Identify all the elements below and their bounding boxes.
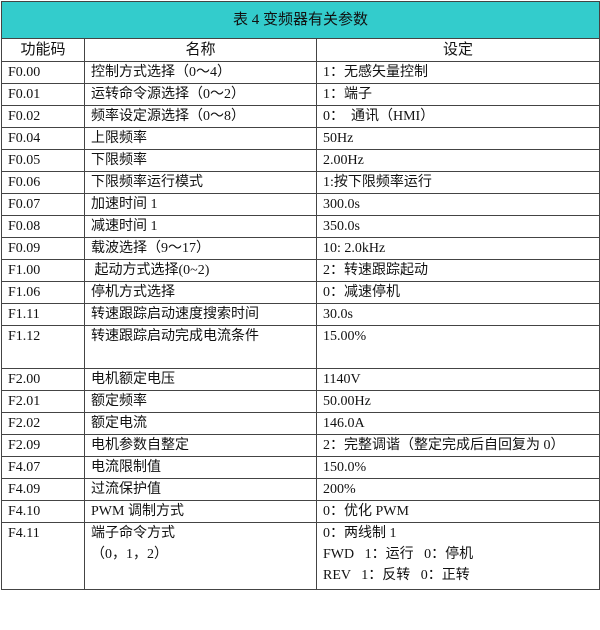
table-row: F4.10 PWM 调制方式 0：优化 PWM (1, 500, 600, 523)
table-row: F4.09 过流保护值 200% (1, 478, 600, 501)
table-title: 表 4 变频器有关参数 (0, 1, 600, 39)
cell-setting: 1:按下限频率运行 (315, 171, 600, 194)
table-row: F0.00 控制方式选择（0～4） 1：无感矢量控制 (1, 61, 600, 84)
setting-line: FWD 1：运行 0：停机 (323, 547, 474, 562)
cell-name: 端子命令方式 （0，1，2） (84, 522, 317, 590)
cell-name: PWM 调制方式 (84, 500, 317, 523)
table-row: F0.01 运转命令源选择（0～2） 1：端子 (1, 83, 600, 106)
cell-code: F0.06 (1, 171, 85, 194)
cell-code: F1.12 (1, 325, 85, 369)
table-row: F0.02 频率设定源选择（0～8） 0： 通讯（HMI） (1, 105, 600, 128)
cell-name: 转速跟踪启动完成电流条件 (84, 325, 317, 369)
cell-setting: 200% (315, 478, 600, 501)
cell-code: F2.02 (1, 412, 85, 435)
table-row: F1.00 起动方式选择(0~2) 2：转速跟踪起动 (1, 259, 600, 282)
cell-name: 起动方式选择(0~2) (84, 259, 317, 282)
cell-setting: 0： 通讯（HMI） (315, 105, 600, 128)
cell-setting: 0：优化 PWM (315, 500, 600, 523)
cell-name: 频率设定源选择（0～8） (84, 105, 317, 128)
cell-name: 运转命令源选择（0～2） (84, 83, 317, 106)
name-line: 端子命令方式 (91, 526, 175, 541)
cell-setting: 0：减速停机 (315, 281, 600, 304)
cell-setting: 146.0A (315, 412, 600, 435)
cell-code: F4.11 (1, 522, 85, 590)
cell-name: 加速时间 1 (84, 193, 317, 216)
cell-setting: 15.00% (315, 325, 600, 369)
cell-name: 额定频率 (84, 390, 317, 413)
cell-code: F4.10 (1, 500, 85, 523)
cell-code: F4.07 (1, 456, 85, 479)
table-row: F0.05 下限频率 2.00Hz (1, 149, 600, 172)
table-row: F0.07 加速时间 1 300.0s (1, 193, 600, 216)
table-row: F4.07 电流限制值 150.0% (1, 456, 600, 479)
cell-setting: 300.0s (315, 193, 600, 216)
cell-setting: 50.00Hz (315, 390, 600, 413)
cell-code: F2.01 (1, 390, 85, 413)
cell-setting: 1：端子 (315, 83, 600, 106)
cell-name: 电流限制值 (84, 456, 317, 479)
cell-name: 下限频率 (84, 149, 317, 172)
header-setting: 设定 (315, 38, 600, 62)
table-row: F0.06 下限频率运行模式 1:按下限频率运行 (1, 171, 600, 194)
cell-name: 载波选择（9～17） (84, 237, 317, 260)
cell-setting: 1：无感矢量控制 (315, 61, 600, 84)
cell-name: 减速时间 1 (84, 215, 317, 238)
cell-setting: 50Hz (315, 127, 600, 150)
cell-name: 下限频率运行模式 (84, 171, 317, 194)
header-row: 功能码 名称 设定 (1, 38, 600, 62)
table-row: F4.11 端子命令方式 （0，1，2） 0：两线制 1 FWD 1：运行 0：… (1, 522, 600, 590)
table-row: F0.09 载波选择（9～17） 10: 2.0kHz (1, 237, 600, 260)
cell-code: F0.09 (1, 237, 85, 260)
cell-setting: 2.00Hz (315, 149, 600, 172)
cell-code: F4.09 (1, 478, 85, 501)
name-line: （0，1，2） (91, 547, 168, 562)
table-row: F2.09 电机参数自整定 2：完整调谐（整定完成后自回复为 0） (1, 434, 600, 457)
cell-name: 额定电流 (84, 412, 317, 435)
table-row: F0.08 减速时间 1 350.0s (1, 215, 600, 238)
cell-name: 转速跟踪启动速度搜索时间 (84, 303, 317, 326)
table-row: F2.01 额定频率 50.00Hz (1, 390, 600, 413)
table-row: F1.06 停机方式选择 0：减速停机 (1, 281, 600, 304)
setting-line: REV 1：反转 0：正转 (323, 568, 470, 583)
header-name: 名称 (84, 38, 317, 62)
cell-setting: 350.0s (315, 215, 600, 238)
cell-setting: 0：两线制 1 FWD 1：运行 0：停机 REV 1：反转 0：正转 (315, 522, 600, 590)
cell-name: 停机方式选择 (84, 281, 317, 304)
cell-setting: 1140V (315, 368, 600, 391)
cell-code: F0.00 (1, 61, 85, 84)
cell-code: F0.05 (1, 149, 85, 172)
cell-name: 控制方式选择（0～4） (84, 61, 317, 84)
cell-code: F0.08 (1, 215, 85, 238)
cell-code: F2.00 (1, 368, 85, 391)
cell-code: F0.01 (1, 83, 85, 106)
cell-name: 电机参数自整定 (84, 434, 317, 457)
cell-name: 上限频率 (84, 127, 317, 150)
cell-code: F1.11 (1, 303, 85, 326)
cell-setting: 150.0% (315, 456, 600, 479)
table-row: F1.12 转速跟踪启动完成电流条件 15.00% (1, 325, 600, 369)
cell-setting: 2：转速跟踪起动 (315, 259, 600, 282)
cell-name: 过流保护值 (84, 478, 317, 501)
parameter-table: 表 4 变频器有关参数 功能码 名称 设定 F0.00 控制方式选择（0～4） 1：… (0, 1, 600, 590)
table-row: F2.00 电机额定电压 1140V (1, 368, 600, 391)
cell-code: F0.07 (1, 193, 85, 216)
cell-code: F2.09 (1, 434, 85, 457)
header-code: 功能码 (1, 38, 85, 62)
table-row: F2.02 额定电流 146.0A (1, 412, 600, 435)
cell-setting: 2：完整调谐（整定完成后自回复为 0） (315, 434, 600, 457)
cell-code: F0.04 (1, 127, 85, 150)
setting-line: 0：两线制 1 (323, 526, 397, 541)
cell-code: F1.00 (1, 259, 85, 282)
cell-setting: 30.0s (315, 303, 600, 326)
cell-setting: 10: 2.0kHz (315, 237, 600, 260)
cell-name: 电机额定电压 (84, 368, 317, 391)
cell-code: F1.06 (1, 281, 85, 304)
cell-code: F0.02 (1, 105, 85, 128)
table-row: F0.04 上限频率 50Hz (1, 127, 600, 150)
table-row: F1.11 转速跟踪启动速度搜索时间 30.0s (1, 303, 600, 326)
